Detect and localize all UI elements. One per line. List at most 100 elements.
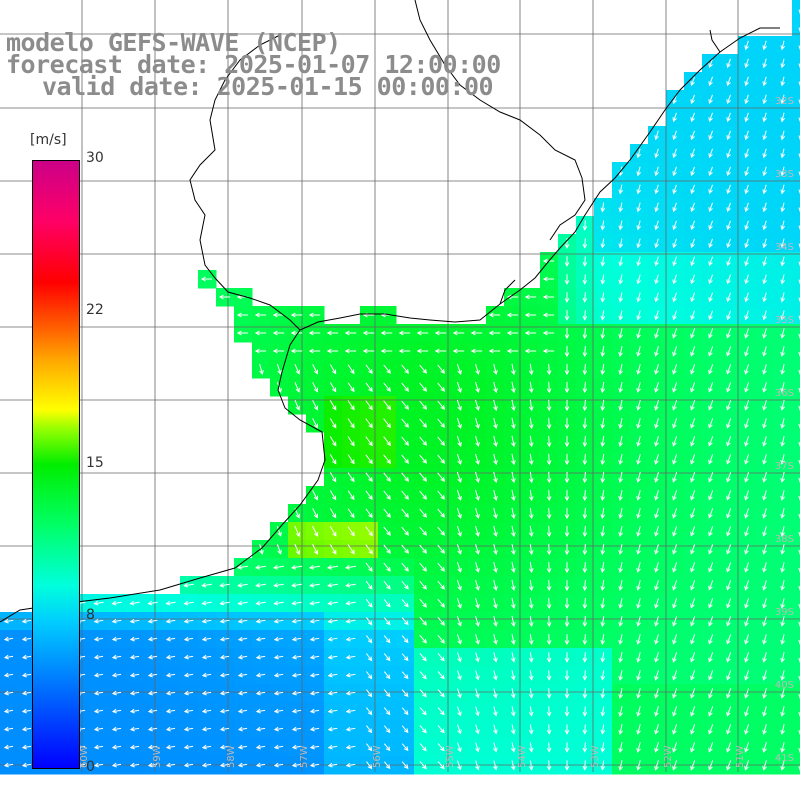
wind-arrow <box>147 636 158 642</box>
wind-arrow <box>437 526 445 536</box>
wind-arrow <box>780 706 785 717</box>
wind-arrow <box>690 310 696 321</box>
wind-arrow <box>344 348 357 354</box>
wind-arrow <box>542 276 555 282</box>
wind-arrow <box>654 256 659 267</box>
wind-arrow <box>726 166 731 177</box>
wind-arrow <box>147 762 158 768</box>
wind-arrow <box>654 184 659 195</box>
wind-arrow <box>111 726 122 732</box>
wind-arrow <box>546 579 552 592</box>
wind-arrow <box>762 220 767 231</box>
wind-arrow <box>528 489 534 502</box>
wind-arrow <box>780 598 785 609</box>
wind-arrow <box>672 130 677 141</box>
wind-arrow <box>618 274 624 285</box>
wind-arrow <box>636 489 641 501</box>
wind-arrow <box>744 166 749 177</box>
wind-arrow <box>690 130 695 141</box>
wind-arrow <box>582 256 588 267</box>
wind-arrow <box>564 489 570 502</box>
wind-arrow <box>329 454 337 465</box>
speed-cell <box>792 288 800 307</box>
wind-arrow <box>636 580 641 591</box>
speed-cell <box>792 108 800 127</box>
wind-arrow <box>273 618 284 624</box>
wind-arrow <box>401 617 409 626</box>
wind-arrow <box>457 760 462 771</box>
wind-arrow <box>380 330 393 336</box>
wind-arrow <box>383 653 391 662</box>
wind-arrow <box>183 672 194 678</box>
wind-arrow <box>672 418 678 429</box>
wind-arrow <box>546 561 552 574</box>
wind-arrow <box>726 454 732 465</box>
wind-arrow <box>762 580 767 591</box>
wind-arrow <box>798 153 800 159</box>
wind-arrow <box>654 292 659 303</box>
wind-arrow <box>690 148 695 159</box>
wind-arrow <box>798 81 800 87</box>
wind-arrow <box>672 472 678 483</box>
wind-arrow <box>3 762 14 768</box>
wind-arrow <box>309 618 320 624</box>
wind-arrow <box>798 369 800 375</box>
wind-arrow <box>437 616 445 626</box>
wind-arrow <box>419 400 428 410</box>
wind-arrow <box>708 688 714 699</box>
wind-arrow <box>347 526 355 537</box>
wind-arrow <box>312 382 318 393</box>
wind-arrow <box>708 526 714 537</box>
wind-arrow <box>636 544 641 555</box>
wind-arrow <box>708 400 714 411</box>
wind-arrow <box>726 274 731 285</box>
wind-arrow <box>726 382 732 393</box>
wind-arrow <box>564 652 570 663</box>
wind-arrow <box>201 654 212 660</box>
wind-arrow <box>93 690 104 696</box>
wind-arrow <box>345 726 356 732</box>
wind-arrow <box>493 525 498 538</box>
wind-arrow <box>600 597 606 610</box>
wind-arrow <box>798 171 800 177</box>
wind-arrow <box>654 202 659 213</box>
wind-arrow <box>470 330 483 336</box>
wind-arrow <box>708 634 714 645</box>
wind-arrow <box>600 652 606 663</box>
wind-arrow <box>437 472 446 482</box>
wind-arrow <box>546 615 552 628</box>
wind-arrow <box>780 40 786 51</box>
wind-arrow <box>690 292 696 303</box>
wind-arrow <box>294 400 300 411</box>
wind-arrow <box>690 166 695 177</box>
wind-arrow <box>456 381 462 393</box>
wind-arrow <box>201 672 212 678</box>
wind-arrow <box>219 726 230 732</box>
wind-arrow <box>780 616 785 627</box>
speed-cell <box>792 72 800 91</box>
wind-arrow <box>528 633 534 646</box>
wind-arrow <box>672 598 678 609</box>
wind-arrow <box>312 490 318 501</box>
wind-arrow <box>457 706 462 717</box>
wind-arrow <box>276 363 282 375</box>
wind-arrow <box>564 688 570 699</box>
wind-arrow <box>366 689 373 698</box>
wind-arrow <box>290 312 303 318</box>
wind-arrow <box>564 417 570 430</box>
wind-arrow <box>708 598 714 609</box>
wind-arrow <box>383 743 391 752</box>
wind-arrow <box>383 436 392 447</box>
speed-cell <box>792 234 800 253</box>
wind-arrow <box>294 382 300 393</box>
wind-arrow <box>546 688 552 699</box>
wind-arrow <box>726 616 732 627</box>
wind-arrow <box>437 418 446 428</box>
wind-arrow <box>672 436 678 447</box>
wind-arrow <box>618 507 623 519</box>
wind-arrow <box>511 399 516 412</box>
wind-arrow <box>308 564 321 570</box>
wind-arrow <box>165 654 176 660</box>
wind-arrow <box>419 598 427 608</box>
wind-arrow <box>708 706 714 717</box>
